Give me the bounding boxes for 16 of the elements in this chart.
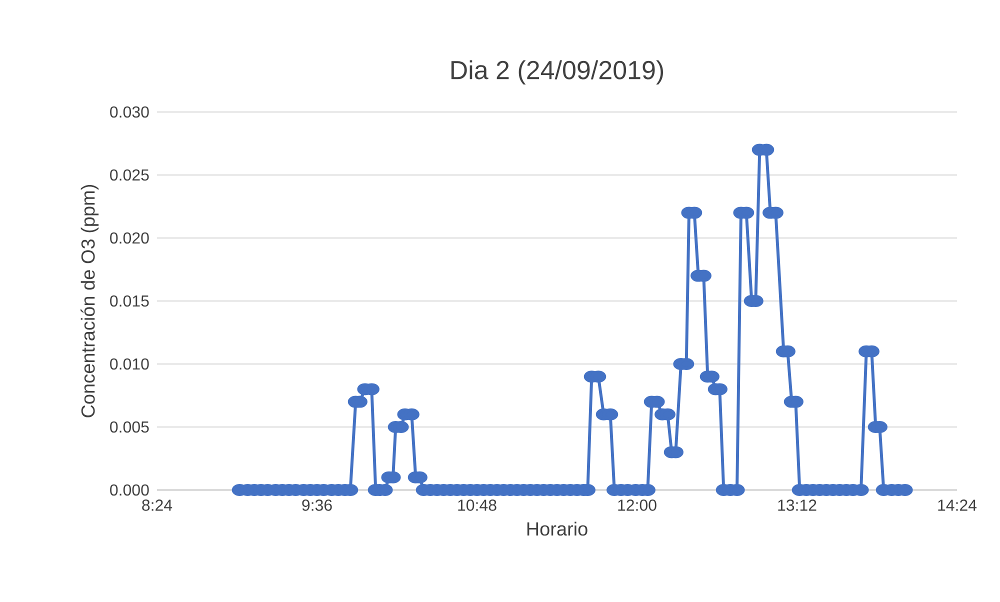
x-tick-label: 13:12 xyxy=(778,500,816,511)
y-tick-label: 0.030 xyxy=(110,106,149,118)
chart-title: Dia 2 (24/09/2019) xyxy=(451,60,664,84)
y-tick-label: 0.020 xyxy=(110,232,149,244)
y-tick-label: 0.000 xyxy=(110,484,149,496)
y-tick-label: 0.010 xyxy=(110,358,149,370)
x-tick-label: 10:48 xyxy=(458,500,496,511)
y-axis-title: Concentración de O3 (ppm) xyxy=(80,185,99,418)
y-tick-label: 0.015 xyxy=(110,295,149,307)
x-tick-label: 12:00 xyxy=(618,500,656,511)
y-tick-label: 0.005 xyxy=(110,421,149,433)
x-tick-label: 14:24 xyxy=(938,500,977,511)
x-tick-label: 8:24 xyxy=(142,500,172,511)
x-tick-label: 9:36 xyxy=(302,500,332,511)
x-axis-title: Horario xyxy=(527,522,588,536)
y-tick-label: 0.025 xyxy=(110,169,149,181)
